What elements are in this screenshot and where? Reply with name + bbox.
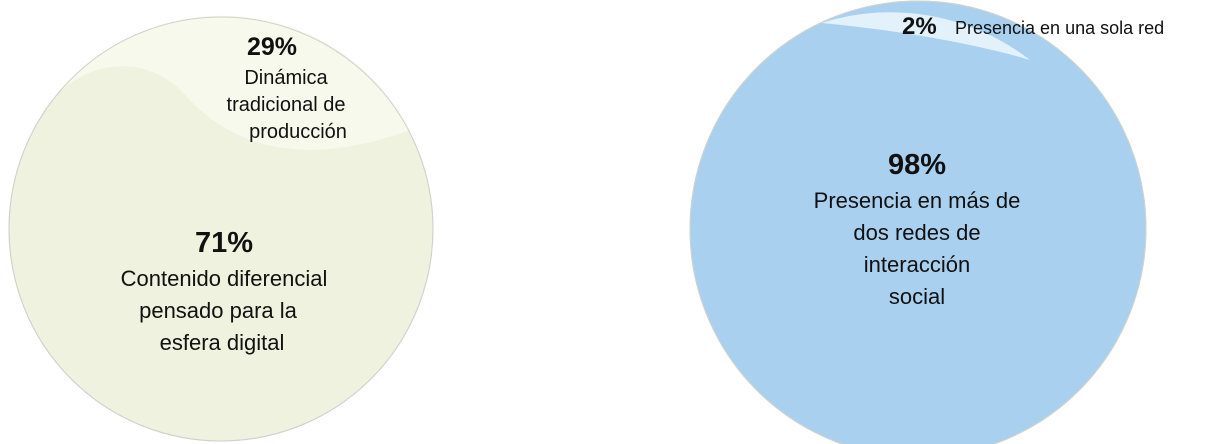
slice-label-71-line-2: pensado para la [139, 298, 298, 323]
pie-outline [689, 0, 1147, 444]
slice-label-29-line-2: tradicional de [227, 94, 346, 116]
slice-label-98-line-3: interacción [864, 252, 970, 277]
slice-label-71-line-3: esfera digital [160, 330, 285, 355]
slice-presencia-una-sola-red [821, 12, 1030, 60]
slice-label-98-line-4: social [889, 284, 945, 309]
slice-label-98-line-1: Presencia en más de [814, 188, 1021, 213]
pie-outline [8, 16, 434, 442]
slice-percent-2: 2% [902, 13, 937, 40]
slice-label-29-line-1: Dinámica [244, 67, 328, 89]
pie-chart-production: 29% Dinámica tradicional de producción 7… [8, 15, 434, 442]
pie-chart-redes: 2% Presencia en una sola red 98% Presenc… [689, 0, 1164, 444]
slice-percent-71: 71% [195, 227, 253, 259]
slice-dinamica-tradicional [55, 15, 410, 150]
slice-label-29-line-3: producción [249, 121, 347, 143]
slice-percent-29: 29% [247, 33, 297, 61]
slice-percent-98: 98% [888, 149, 946, 181]
slice-label-98-line-2: dos redes de [853, 220, 980, 245]
slice-label-2: Presencia en una sola red [955, 18, 1164, 38]
slice-label-71-line-1: Contenido diferencial [121, 266, 328, 291]
